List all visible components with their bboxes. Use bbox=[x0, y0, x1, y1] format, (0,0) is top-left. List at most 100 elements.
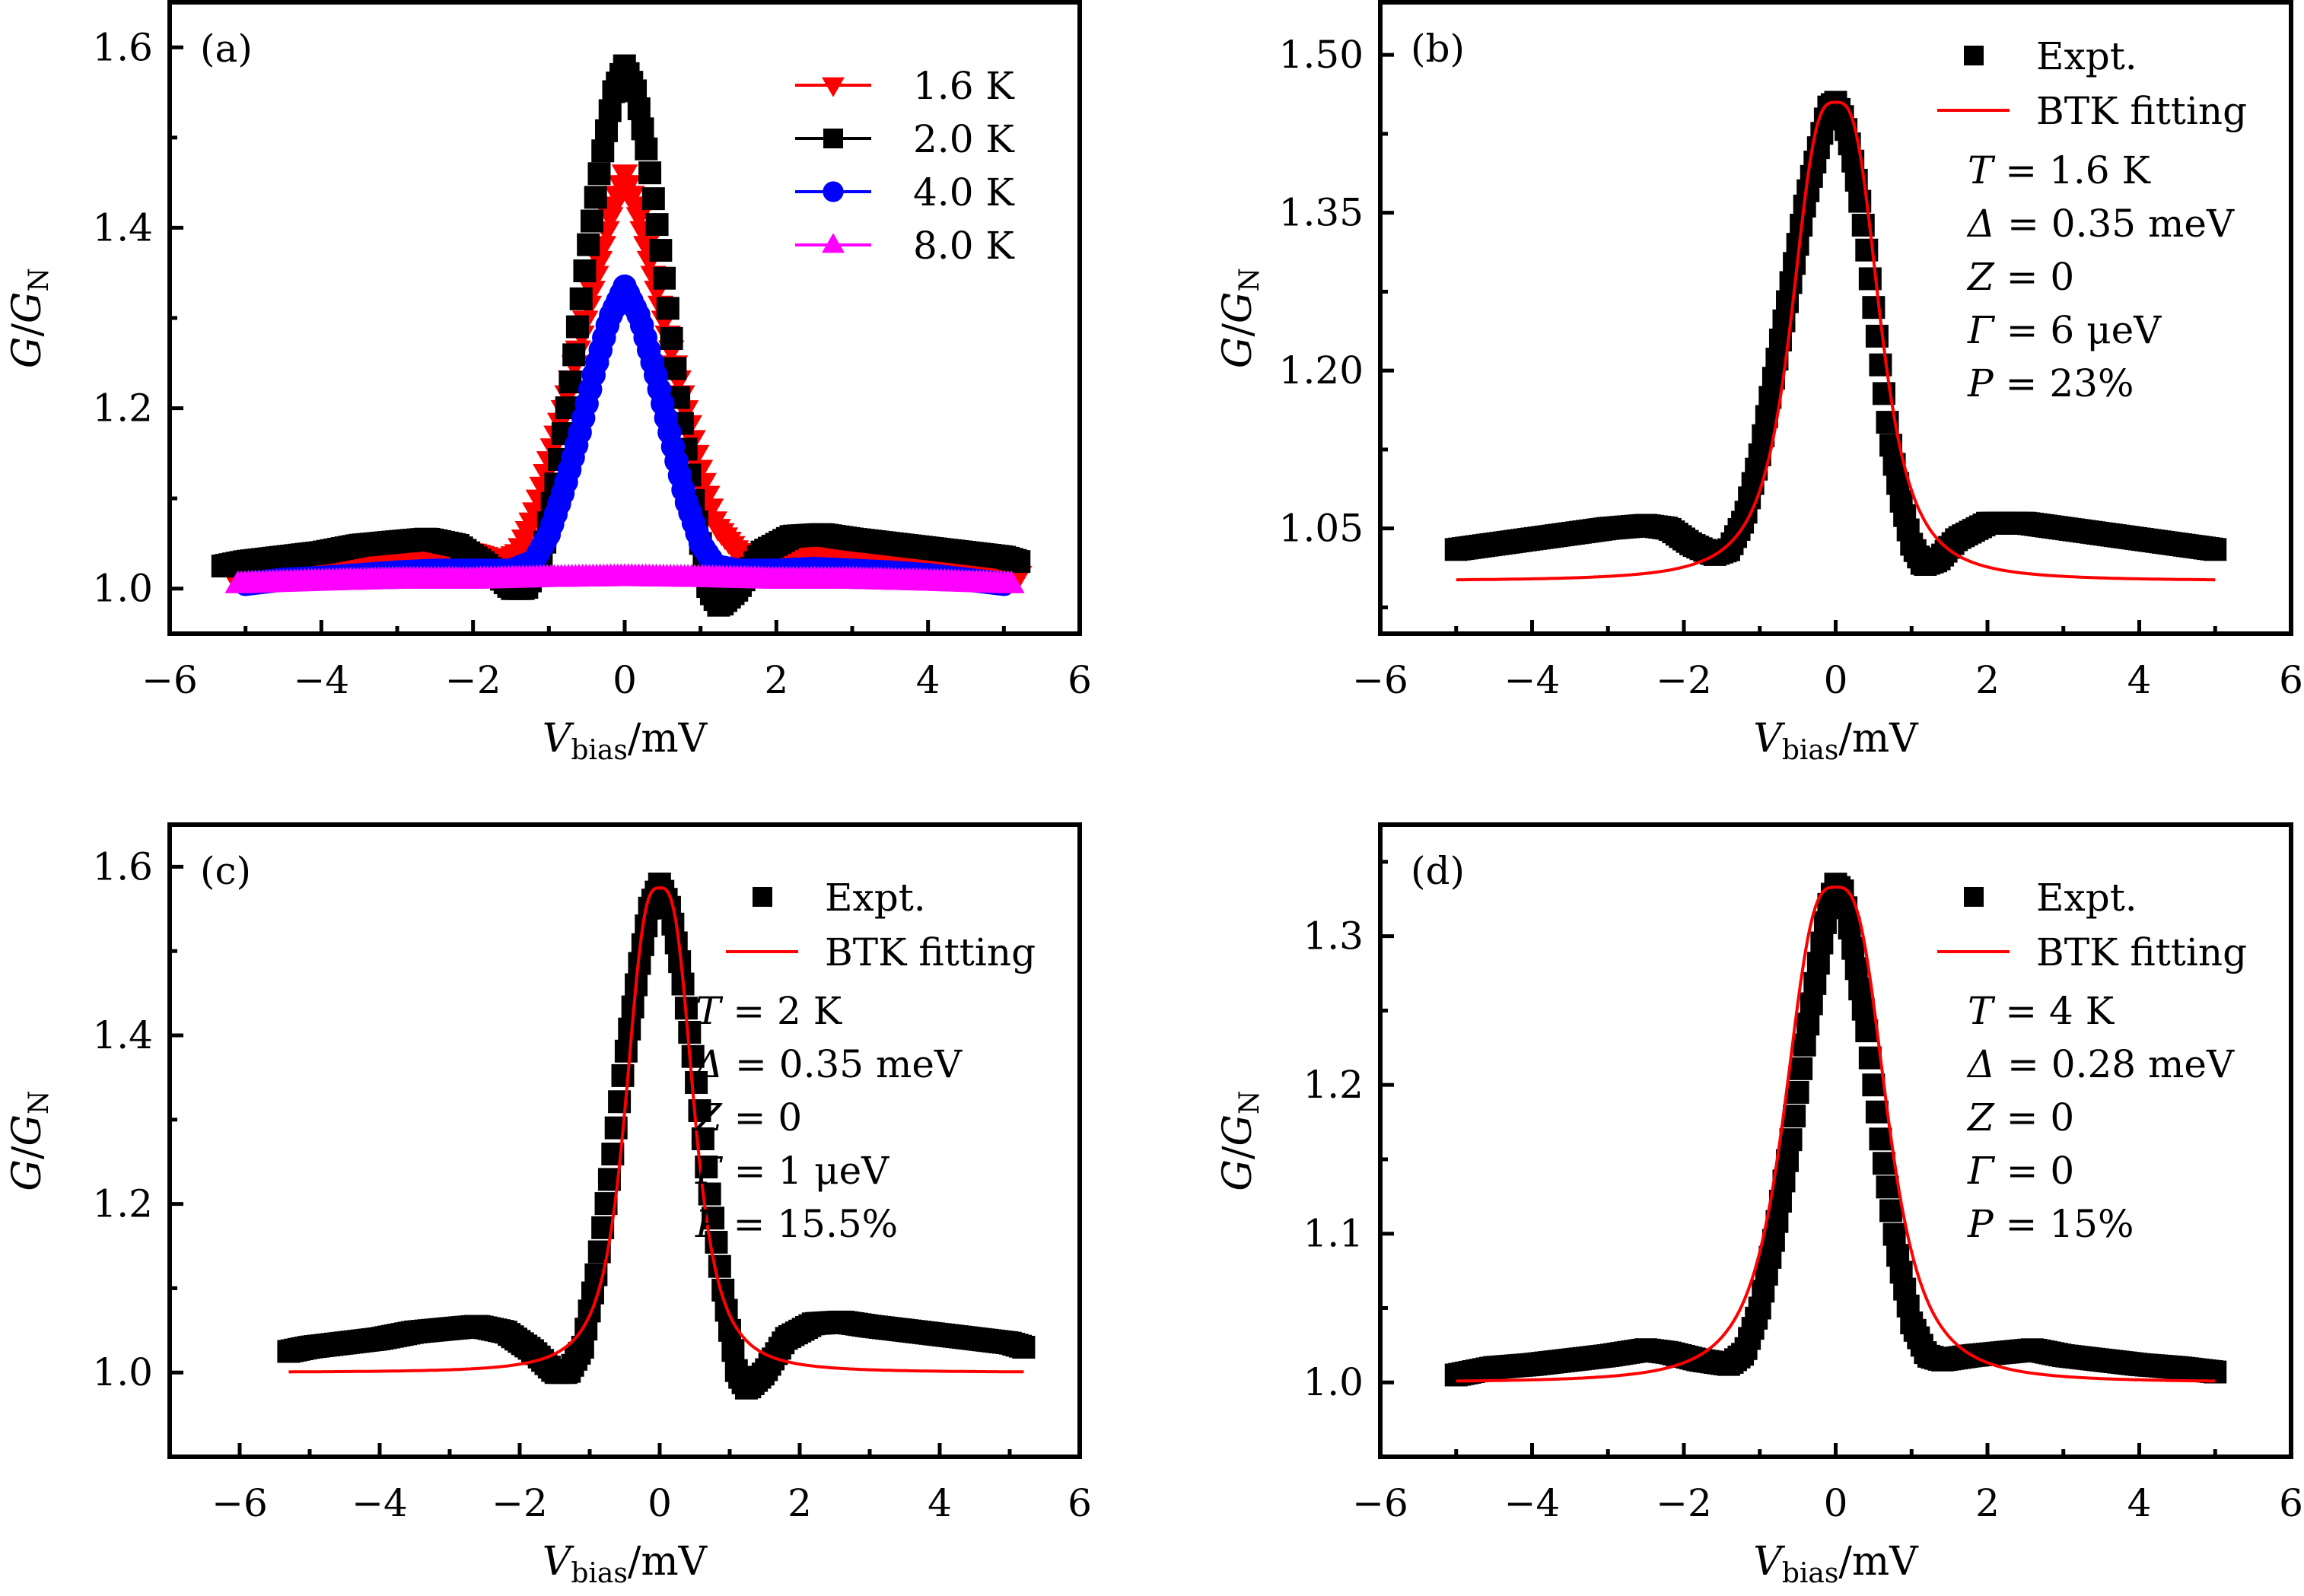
data-point bbox=[1007, 550, 1031, 574]
legend-label: 2.0 K bbox=[913, 117, 1015, 161]
legend-item: 4.0 K bbox=[795, 170, 1015, 215]
x-axis-title: Vbias/mV bbox=[1753, 716, 1919, 766]
data-point bbox=[577, 233, 600, 256]
x-axis-title: Vbias/mV bbox=[1753, 1539, 1919, 1589]
plot-area bbox=[1444, 91, 2227, 582]
x-tick-label: −2 bbox=[492, 1481, 548, 1525]
data-point bbox=[649, 239, 673, 262]
data-point bbox=[1882, 1222, 1906, 1246]
y-axis-title: G/GN bbox=[5, 268, 55, 368]
data-point bbox=[635, 137, 658, 161]
data-point bbox=[1865, 324, 1889, 348]
series-1-6-k bbox=[217, 164, 1033, 589]
btk-fit-line bbox=[1456, 885, 2216, 1383]
annotation-temperature: T = 1.6 K bbox=[1968, 148, 2151, 192]
data-point bbox=[653, 266, 676, 290]
panel-label: (a) bbox=[200, 27, 253, 71]
annotation-polarization: P = 15.5% bbox=[695, 1202, 898, 1246]
legend-label: BTK fitting bbox=[2036, 930, 2247, 974]
data-point bbox=[1872, 1152, 1895, 1175]
btk-fit-line bbox=[1456, 100, 2216, 582]
series-expt- bbox=[1444, 873, 2227, 1387]
data-point bbox=[627, 97, 651, 120]
x-tick-label: −2 bbox=[1656, 658, 1712, 702]
data-point bbox=[656, 297, 679, 320]
y-tick-label: 1.35 bbox=[1279, 191, 1364, 235]
data-point bbox=[1012, 1335, 1036, 1359]
plot-area bbox=[277, 873, 1036, 1400]
legend-item: Expt. bbox=[1964, 876, 2137, 920]
legend-item: BTK fitting bbox=[1937, 930, 2247, 974]
legend-marker-icon bbox=[823, 181, 844, 202]
x-tick-label: 2 bbox=[1975, 1481, 2000, 1525]
annotation-barrier: Z = 0 bbox=[1966, 1095, 2074, 1140]
data-point bbox=[1783, 252, 1806, 275]
x-tick-label: 0 bbox=[648, 1481, 672, 1525]
data-point bbox=[586, 250, 613, 274]
data-point bbox=[1838, 916, 1861, 939]
data-point bbox=[631, 117, 654, 141]
legend-item: BTK fitting bbox=[726, 930, 1036, 974]
x-tick-label: 4 bbox=[2127, 1481, 2152, 1525]
data-point bbox=[1851, 997, 1875, 1021]
y-tick-label: 1.4 bbox=[92, 1013, 153, 1057]
y-axis-title: G/GN bbox=[1215, 1090, 1265, 1191]
y-tick-label: 1.6 bbox=[92, 844, 153, 889]
annotation-barrier: Z = 0 bbox=[694, 1095, 802, 1140]
legend-marker-icon bbox=[1964, 887, 1984, 907]
y-tick-label: 1.1 bbox=[1303, 1212, 1364, 1256]
x-tick-label: 4 bbox=[2127, 658, 2152, 702]
legend-label: BTK fitting bbox=[2036, 89, 2247, 133]
data-point bbox=[1865, 1100, 1889, 1124]
panel-d: −6 −4 −2 0 2 4 6 1.0 1.1 1.2 1.3 Vbias/mV G/GN (d) Exp… bbox=[1215, 822, 2303, 1589]
panel-c: −6 −4 −2 0 2 4 6 1.0 1.2 1.4 1.6 Vbias/mV G/GN (c) Exp… bbox=[5, 822, 1092, 1589]
data-point bbox=[562, 343, 586, 367]
x-tick-label: 0 bbox=[1824, 658, 1848, 702]
x-tick-label: 2 bbox=[1975, 658, 2000, 702]
x-tick-label: 0 bbox=[1824, 1481, 1848, 1525]
y-tick-label: 1.05 bbox=[1279, 507, 1364, 551]
y-tick-label: 1.0 bbox=[1303, 1360, 1364, 1404]
legend-item: BTK fitting bbox=[1937, 89, 2247, 133]
annotation-temperature: T = 4 K bbox=[1968, 989, 2115, 1033]
legend: Expt. BTK fitting bbox=[1937, 34, 2247, 133]
data-point bbox=[1755, 405, 1778, 428]
data-point bbox=[1841, 936, 1865, 960]
data-point bbox=[584, 186, 607, 209]
data-point bbox=[1844, 957, 1868, 981]
data-point bbox=[1803, 971, 1827, 995]
legend-label: BTK fitting bbox=[825, 930, 1036, 974]
data-point bbox=[1790, 1057, 1813, 1080]
annotation-temperature: T = 2 K bbox=[695, 989, 843, 1033]
annotation-broadening: Γ = 1 μeV bbox=[695, 1149, 889, 1193]
data-point bbox=[618, 1017, 641, 1041]
x-tick-label: −4 bbox=[1504, 658, 1561, 702]
x-tick-label: 2 bbox=[788, 1481, 812, 1525]
data-point bbox=[685, 1070, 708, 1094]
x-tick-label: 2 bbox=[764, 658, 788, 702]
x-tick-label: −4 bbox=[1504, 1481, 1561, 1525]
y-tick-label: 1.0 bbox=[92, 1350, 153, 1394]
data-point bbox=[1806, 952, 1830, 975]
annotation-broadening: Γ = 0 bbox=[1967, 1149, 2074, 1193]
data-point bbox=[681, 1044, 705, 1068]
legend-item: Expt. bbox=[1964, 34, 2137, 78]
data-point bbox=[611, 1063, 635, 1087]
data-point bbox=[1855, 1019, 1879, 1043]
data-point bbox=[1862, 1073, 1886, 1097]
data-point bbox=[645, 213, 669, 237]
series-8-0-k bbox=[224, 563, 1025, 593]
data-point bbox=[1869, 1127, 1892, 1151]
plot-area bbox=[211, 54, 1033, 617]
x-tick-label: 6 bbox=[1068, 658, 1092, 702]
legend: Expt. BTK fitting bbox=[1937, 876, 2247, 974]
legend-label: 1.6 K bbox=[913, 64, 1015, 108]
data-point bbox=[614, 1039, 638, 1063]
data-point bbox=[569, 287, 593, 310]
data-point bbox=[641, 187, 665, 211]
annotation-gap: Δ = 0.28 meV bbox=[1966, 1042, 2235, 1086]
legend-label: Expt. bbox=[2036, 876, 2137, 920]
x-axis-title: Vbias/mV bbox=[543, 716, 708, 766]
data-point bbox=[721, 1339, 745, 1362]
data-point bbox=[2204, 538, 2227, 561]
